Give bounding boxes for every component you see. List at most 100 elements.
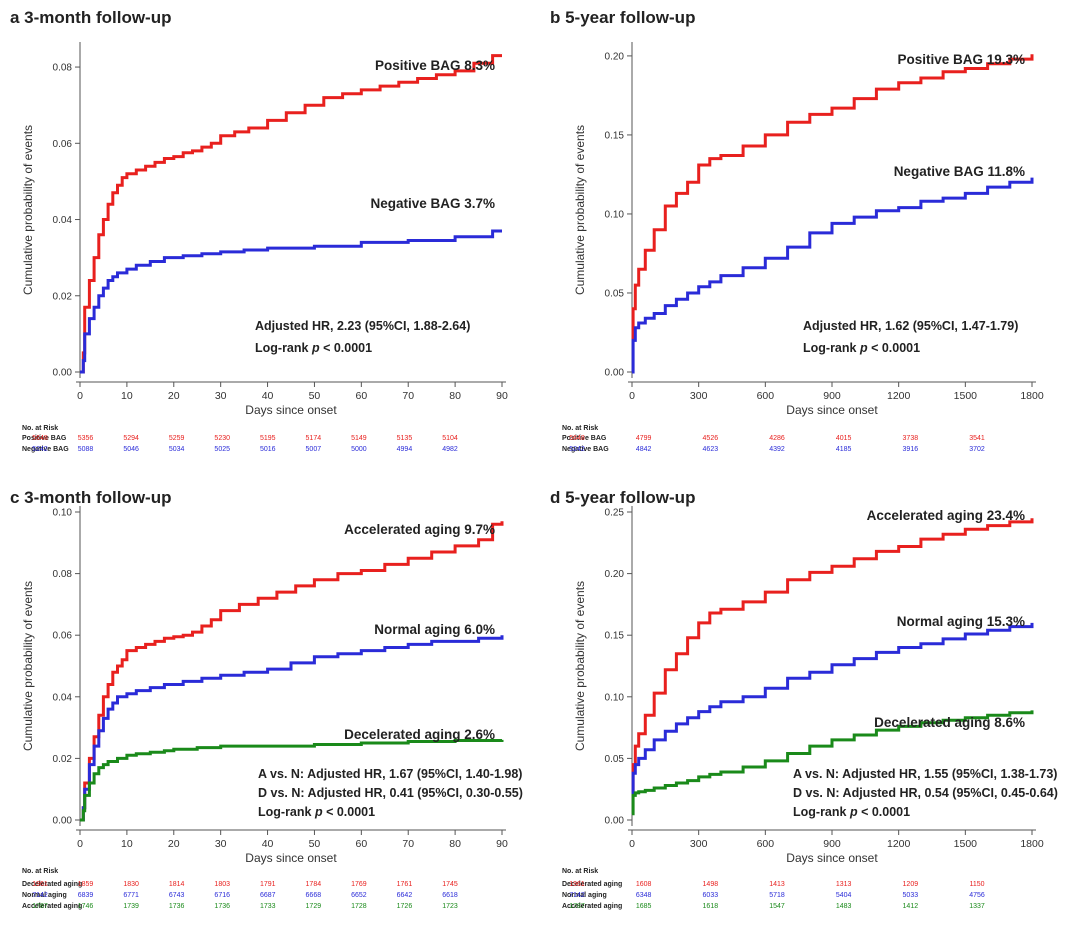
risk-count: 5046 <box>123 446 139 453</box>
x-axis-label: Days since onset <box>786 851 878 865</box>
risk-count: 1803 <box>214 881 231 888</box>
risk-count: 1209 <box>902 881 919 888</box>
x-tick-label: 10 <box>121 390 133 402</box>
risk-count: 5356 <box>77 435 94 442</box>
risk-count: 1412 <box>902 903 919 910</box>
x-tick-label: 90 <box>496 838 508 850</box>
km-chart-c: 0.00 0.02 0.04 0.06 0.08 0.10 0 10 20 30 40 50 60 70 8… <box>21 506 523 865</box>
risk-count: 5242 <box>569 446 585 453</box>
risk-count: 5135 <box>396 435 413 442</box>
x-tick-label: 10 <box>121 838 133 850</box>
risk-count: 7142 <box>569 892 585 899</box>
risk-count: 1337 <box>969 903 985 910</box>
risk-count: 1761 <box>396 881 413 888</box>
x-tick-label: 30 <box>215 838 227 850</box>
x-tick-label: 600 <box>757 390 775 402</box>
series-line-positive-bag <box>80 54 502 374</box>
y-axis-label: Cumulative probability of events <box>21 125 35 295</box>
x-axis-label: Days since onset <box>245 403 337 417</box>
panel-title: d 5-year follow-up <box>550 488 696 507</box>
y-tick-label: 0.04 <box>53 692 73 703</box>
risk-count: 6033 <box>702 892 719 899</box>
risk-table-header: No. at Risk <box>22 425 59 432</box>
risk-count: 1736 <box>214 903 231 910</box>
km-chart-d: 0.00 0.05 0.10 0.15 0.20 0.25 0 300 600 900 1200 15… <box>573 506 1058 865</box>
risk-row-label: Accelerated aging <box>22 903 83 910</box>
risk-count: 5174 <box>305 435 322 442</box>
risk-count: 6839 <box>77 892 94 899</box>
risk-count: 5242 <box>32 446 48 453</box>
y-tick-label: 0.06 <box>53 631 73 642</box>
risk-count: 1728 <box>351 903 367 910</box>
risk-count: 4392 <box>769 446 785 453</box>
risk-count: 1830 <box>123 881 139 888</box>
x-tick-label: 80 <box>449 838 461 850</box>
risk-count: 1814 <box>168 881 185 888</box>
series-label: Positive BAG 19.3% <box>897 52 1025 67</box>
y-tick-label: 0.05 <box>605 754 625 765</box>
panel-title: c 3-month follow-up <box>10 488 172 507</box>
y-tick-label: 0.20 <box>605 51 625 62</box>
x-tick-label: 1200 <box>887 390 911 402</box>
risk-count: 3541 <box>969 435 985 442</box>
risk-count: 1791 <box>259 881 276 888</box>
x-tick-label: 20 <box>168 390 180 402</box>
risk-count: 5404 <box>835 892 852 899</box>
y-tick-label: 0.10 <box>605 692 625 703</box>
series-label: Positive BAG 8.3% <box>375 58 495 73</box>
risk-count: 5025 <box>214 446 231 453</box>
risk-count: 5016 <box>259 446 276 453</box>
risk-count: 4286 <box>769 435 785 442</box>
risk-count: 4526 <box>702 435 719 442</box>
series-line-positive-bag <box>631 54 1034 342</box>
x-tick-label: 900 <box>823 390 841 402</box>
y-tick-label: 0.00 <box>605 368 625 379</box>
y-tick-label: 0.25 <box>605 508 625 519</box>
x-tick-label: 1500 <box>954 390 978 402</box>
x-tick-label: 50 <box>309 838 321 850</box>
risk-table-a: No. at Risk Positive BAG 5648 5356 5294 5259 5… <box>0 425 540 475</box>
risk-table-d: No. at Risk Decelerated aging 1961 1608 1498… <box>540 868 1080 918</box>
risk-count: 1784 <box>305 881 322 888</box>
y-tick-label: 0.08 <box>53 569 73 580</box>
risk-count: 1685 <box>635 903 652 910</box>
series-line-negative-bag <box>80 229 502 374</box>
risk-count: 1729 <box>305 903 322 910</box>
series-label: Negative BAG 11.8% <box>894 164 1025 179</box>
x-tick-label: 20 <box>168 838 180 850</box>
x-tick-label: 0 <box>629 390 635 402</box>
series-line-normal-aging <box>631 622 1034 797</box>
risk-count: 5294 <box>123 435 139 442</box>
hr-annotation: D vs. N: Adjusted HR, 0.54 (95%CI, 0.45-… <box>793 786 1058 800</box>
risk-count: 1961 <box>32 881 48 888</box>
series-line-accelerated-aging <box>80 521 504 822</box>
x-tick-label: 1800 <box>1020 390 1044 402</box>
y-tick-label: 0.20 <box>605 569 625 580</box>
panel-a: a 3-month follow-up 0.00 0.02 0.04 0.06 0.08… <box>0 0 540 463</box>
y-tick-label: 0.00 <box>53 816 73 827</box>
risk-count: 6652 <box>351 892 367 899</box>
risk-table-header: No. at Risk <box>562 425 599 432</box>
risk-count: 1726 <box>396 903 413 910</box>
hr-annotation: Log-rank p < 0.0001 <box>258 805 375 819</box>
risk-count: 1547 <box>769 903 785 910</box>
x-tick-label: 60 <box>355 838 367 850</box>
risk-count: 7142 <box>32 892 48 899</box>
risk-count: 6642 <box>396 892 413 899</box>
risk-count: 4623 <box>702 446 719 453</box>
risk-row-label: Negative BAG <box>562 446 609 453</box>
risk-count: 6743 <box>168 892 185 899</box>
risk-count: 1769 <box>351 881 367 888</box>
risk-count: 1961 <box>569 881 585 888</box>
series-line-negative-bag <box>631 177 1034 374</box>
y-tick-label: 0.02 <box>53 291 73 302</box>
risk-count: 4994 <box>396 446 413 453</box>
risk-row-label: Decelerated aging <box>562 881 623 888</box>
series-line-normal-aging <box>80 635 504 822</box>
risk-count: 3738 <box>902 435 919 442</box>
x-tick-label: 70 <box>402 838 414 850</box>
x-tick-label: 1800 <box>1020 838 1044 850</box>
hr-annotation: D vs. N: Adjusted HR, 0.41 (95%CI, 0.30-… <box>258 786 523 800</box>
km-chart-a: 0.00 0.02 0.04 0.06 0.08 0 10 20 30 40 50 60 70 80 90 D… <box>21 42 508 417</box>
risk-count: 6668 <box>305 892 322 899</box>
